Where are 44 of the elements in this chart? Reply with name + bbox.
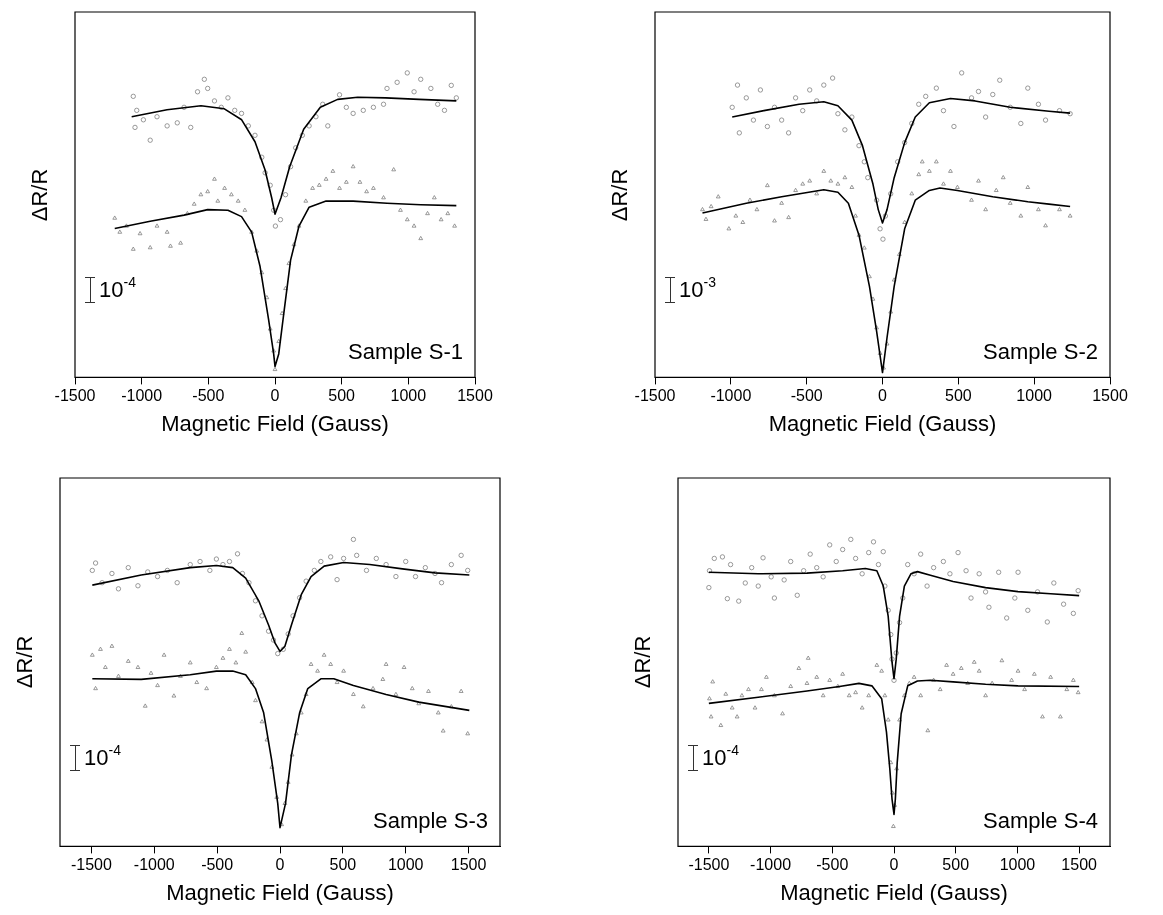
- x-tick-label: 1500: [450, 856, 487, 874]
- x-tick-label: 1000: [999, 856, 1036, 874]
- x-axis-title: Magnetic Field (Gauss): [768, 410, 997, 436]
- x-tick-label: -500: [201, 856, 234, 874]
- x-tick-label: 500: [944, 387, 972, 405]
- annotation: Sample S-3: [373, 808, 488, 834]
- x-tick-label: 1000: [1016, 387, 1053, 405]
- annotation: Sample S-2: [983, 339, 1098, 365]
- x-tick-label: 0: [270, 387, 280, 405]
- annotation: 10$^{-4}$: [702, 741, 739, 770]
- y-axis-title: ΔR/R: [26, 168, 53, 221]
- y-axis-title: ΔR/R: [629, 635, 656, 689]
- x-tick-label: 500: [942, 856, 970, 874]
- x-axis-title: Magnetic Field (Gauss): [161, 410, 389, 436]
- x-tick-label: 1500: [457, 387, 493, 405]
- y-axis-title: ΔR/R: [606, 168, 633, 221]
- annotation: Sample S-1: [348, 339, 463, 365]
- x-tick-label: 1500: [1092, 387, 1128, 405]
- x-tick-label: 500: [328, 387, 356, 405]
- x-tick-label: -500: [192, 387, 225, 405]
- x-tick-label: 1000: [387, 856, 424, 874]
- x-tick-label: -1000: [121, 387, 163, 405]
- x-tick-label: -1500: [70, 856, 112, 874]
- x-tick-label: -500: [816, 856, 849, 874]
- x-axis-title: Magnetic Field (Gauss): [166, 879, 394, 905]
- x-tick-label: 0: [889, 856, 899, 874]
- annotation: 10$^{-3}$: [679, 273, 716, 302]
- x-tick-label: 1000: [390, 387, 427, 405]
- x-tick-label: -1500: [634, 387, 676, 405]
- x-tick-label: -1500: [54, 387, 96, 405]
- annotation: 10$^{-4}$: [99, 273, 136, 302]
- x-tick-label: -1500: [688, 856, 730, 874]
- x-tick-label: 500: [329, 856, 357, 874]
- x-tick-label: -1000: [750, 856, 792, 874]
- x-tick-label: 1500: [1061, 856, 1098, 874]
- x-tick-label: -1000: [710, 387, 752, 405]
- x-tick-label: -1000: [133, 856, 175, 874]
- x-tick-label: -500: [790, 387, 823, 405]
- x-tick-label: 0: [275, 856, 285, 874]
- x-tick-label: 0: [878, 387, 888, 405]
- x-axis-title: Magnetic Field (Gauss): [780, 879, 1008, 905]
- annotation: Sample S-4: [983, 808, 1098, 834]
- y-axis-title: ΔR/R: [11, 635, 38, 689]
- annotation: 10$^{-4}$: [84, 741, 121, 770]
